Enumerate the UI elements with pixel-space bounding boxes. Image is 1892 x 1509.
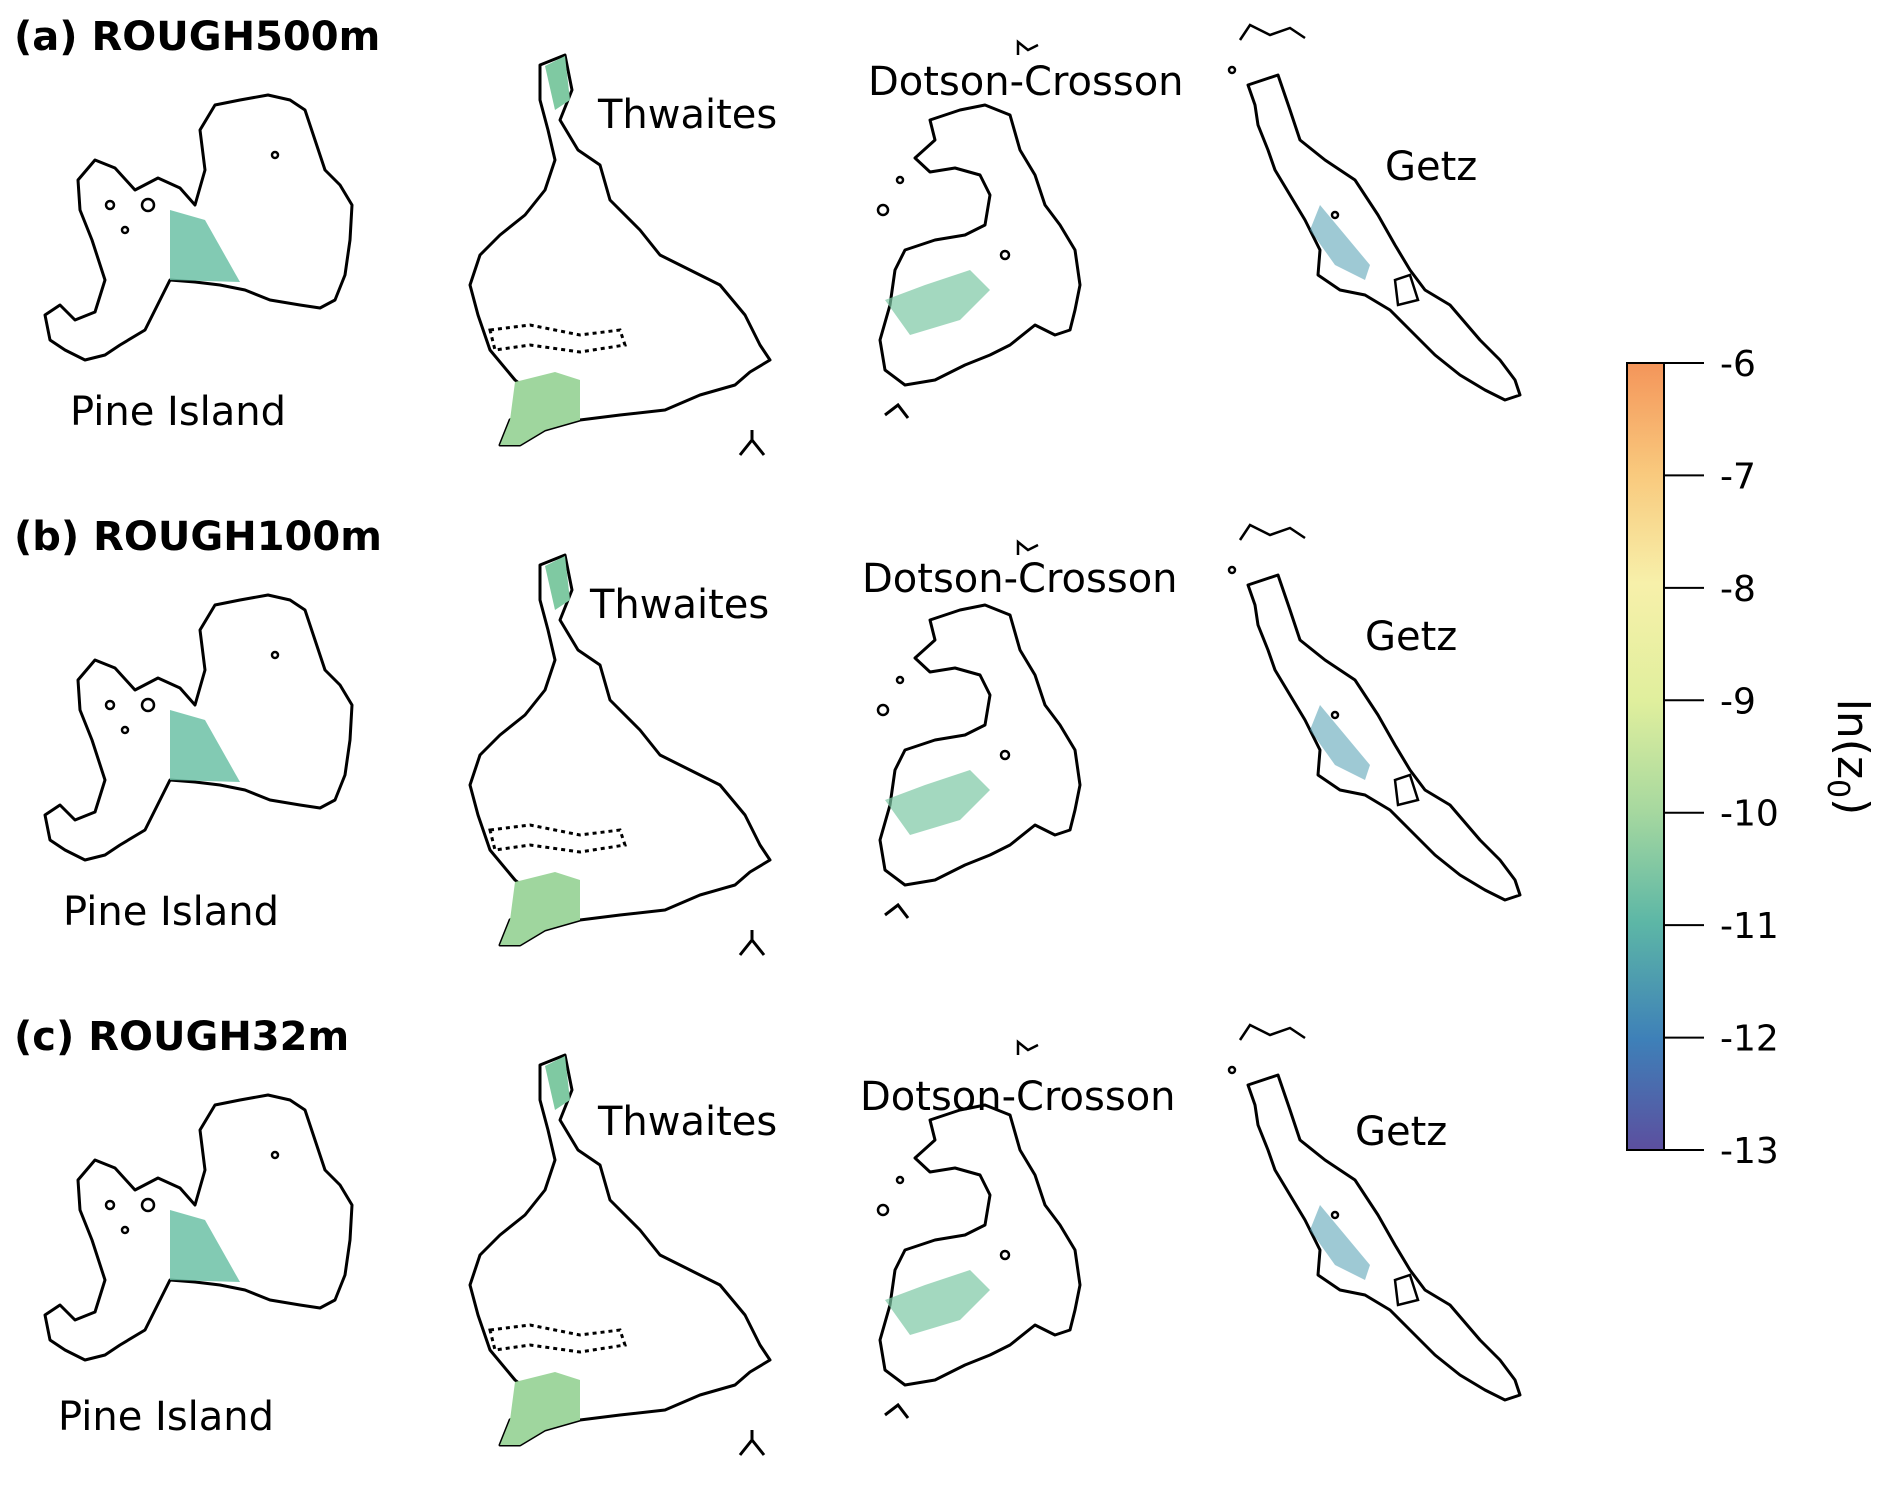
getz-label: Getz xyxy=(1385,144,1477,190)
thwaites-label: Thwaites xyxy=(589,582,769,628)
colorbar-label: ln(z0) xyxy=(1820,699,1878,816)
getz-map xyxy=(1227,1023,1522,1402)
getz-map xyxy=(1227,523,1522,902)
pine-island-map xyxy=(43,593,354,862)
colorbar-tick-label: -8 xyxy=(1720,569,1756,610)
colorbar-tick-label: -11 xyxy=(1720,906,1779,947)
colorbar-tick-label: -12 xyxy=(1720,1019,1779,1060)
dotson-crosson-label: Dotson-Crosson xyxy=(862,556,1178,602)
row-c: (c) ROUGH32m Pine Island Thwaites Dotson… xyxy=(14,1014,1522,1457)
pine-island-label: Pine Island xyxy=(63,889,279,935)
getz-map xyxy=(1227,23,1522,402)
colorbar-tick-label: -10 xyxy=(1720,794,1779,835)
row-b: (b) ROUGH100m Pine Island Thwaites Dotso… xyxy=(14,514,1522,957)
pine-island-map xyxy=(43,93,354,362)
thwaites-label: Thwaites xyxy=(597,1099,777,1145)
getz-label: Getz xyxy=(1355,1109,1447,1155)
getz-label: Getz xyxy=(1365,614,1457,660)
colorbar-tick-label: -9 xyxy=(1720,681,1756,722)
colorbar-gradient xyxy=(1626,362,1665,1151)
row-title: (b) ROUGH100m xyxy=(14,514,382,560)
colorbar-ticks: -6 -7 -8 -9 -10 -11 -12 -13 xyxy=(1664,344,1779,1172)
colorbar: -6 -7 -8 -9 -10 -11 -12 -13 ln(z0) xyxy=(1626,344,1878,1172)
colorbar-tick-label: -7 xyxy=(1720,456,1756,497)
row-title: (c) ROUGH32m xyxy=(14,1014,349,1060)
row-a: (a) ROUGH500m Pine Island Thwaites Dotso… xyxy=(14,14,1522,457)
colorbar-tick-label: -6 xyxy=(1720,344,1756,385)
pine-island-label: Pine Island xyxy=(70,389,286,435)
row-title: (a) ROUGH500m xyxy=(14,14,380,60)
pine-island-map xyxy=(43,1093,354,1362)
dotson-crosson-label: Dotson-Crosson xyxy=(868,59,1184,105)
thwaites-label: Thwaites xyxy=(597,92,777,138)
pine-island-label: Pine Island xyxy=(58,1394,274,1440)
colorbar-tick-label: -13 xyxy=(1720,1131,1779,1172)
dotson-crosson-label: Dotson-Crosson xyxy=(860,1074,1176,1120)
